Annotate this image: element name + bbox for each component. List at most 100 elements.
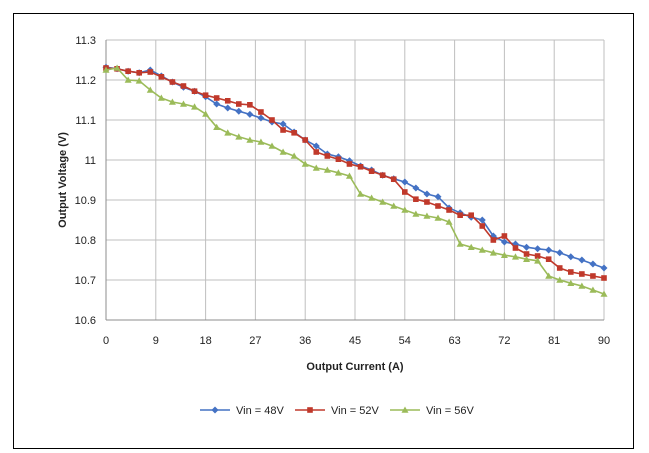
data-point xyxy=(246,110,254,118)
data-point xyxy=(601,275,607,281)
series-line xyxy=(105,67,605,279)
data-point xyxy=(390,176,397,182)
data-point xyxy=(478,246,486,253)
data-point xyxy=(235,107,243,115)
legend: Vin = 48V Vin = 52V Vin = 56V xyxy=(200,405,474,417)
data-point xyxy=(412,184,420,192)
data-point xyxy=(545,272,553,279)
data-point xyxy=(468,212,474,218)
data-point xyxy=(523,255,531,262)
data-point xyxy=(568,269,574,275)
data-point xyxy=(456,240,464,247)
series-2 xyxy=(102,64,608,297)
x-tick-label: 36 xyxy=(299,335,311,347)
data-point xyxy=(578,256,586,264)
x-axis-title: Output Current (A) xyxy=(306,361,403,373)
x-tick-label: 63 xyxy=(448,335,460,347)
data-point xyxy=(324,153,331,159)
legend-item: Vin = 52V xyxy=(295,405,379,417)
data-point xyxy=(424,199,430,205)
data-point xyxy=(479,223,486,229)
data-point xyxy=(323,166,331,173)
data-point xyxy=(301,160,309,167)
data-point xyxy=(102,66,110,73)
data-point xyxy=(345,172,353,179)
x-tick-label: 9 xyxy=(153,335,159,347)
data-point xyxy=(279,148,287,155)
data-point xyxy=(600,290,608,297)
x-tick-label: 90 xyxy=(598,335,610,347)
data-point xyxy=(169,79,176,85)
data-point xyxy=(191,103,199,110)
series-line xyxy=(105,67,605,295)
data-point xyxy=(257,138,265,145)
data-point xyxy=(600,264,608,272)
data-point xyxy=(268,142,276,149)
data-point xyxy=(511,253,519,260)
data-point xyxy=(512,245,519,251)
data-point xyxy=(113,64,121,71)
data-point xyxy=(412,210,420,217)
data-point xyxy=(435,203,441,209)
data-point xyxy=(545,256,552,262)
data-point xyxy=(125,68,131,74)
data-point xyxy=(334,169,342,176)
data-point xyxy=(357,164,364,170)
data-point xyxy=(501,233,508,239)
legend-label: Vin = 52V xyxy=(331,405,379,417)
data-point xyxy=(590,273,596,279)
data-point xyxy=(224,98,231,104)
x-tick-label: 54 xyxy=(399,335,411,347)
data-point xyxy=(291,130,297,136)
data-point xyxy=(213,100,221,108)
data-point xyxy=(534,245,542,253)
data-point xyxy=(135,77,143,84)
data-point xyxy=(312,164,320,171)
x-tick-label: 45 xyxy=(349,335,361,347)
data-point xyxy=(302,137,308,143)
data-point xyxy=(556,265,563,271)
data-point xyxy=(335,156,342,162)
data-point xyxy=(258,109,264,115)
legend-label: Vin = 48V xyxy=(236,405,284,417)
data-point xyxy=(478,216,486,224)
data-point xyxy=(213,123,221,130)
data-point xyxy=(124,76,132,83)
data-point xyxy=(269,117,275,123)
data-point xyxy=(247,102,253,108)
y-tick-label: 11.1 xyxy=(75,115,96,127)
data-point xyxy=(224,104,232,112)
legend-item: Vin = 56V xyxy=(390,405,474,417)
data-point xyxy=(279,120,287,128)
data-point xyxy=(446,207,452,213)
data-point xyxy=(423,190,431,198)
series-1 xyxy=(103,65,607,281)
data-point xyxy=(489,249,497,256)
data-point xyxy=(180,83,187,89)
legend-label: Vin = 56V xyxy=(426,405,474,417)
data-point xyxy=(401,178,409,186)
y-tick-label: 11.3 xyxy=(75,35,96,47)
data-point xyxy=(567,253,575,261)
grid xyxy=(105,39,605,321)
data-point xyxy=(257,114,265,122)
data-point xyxy=(202,92,209,98)
data-point xyxy=(490,237,497,243)
y-tick-label: 11 xyxy=(85,155,96,167)
data-point xyxy=(556,249,564,257)
data-point xyxy=(379,172,386,178)
data-point xyxy=(390,202,398,209)
x-tick-label: 0 xyxy=(103,335,109,347)
data-point xyxy=(523,251,530,257)
legend-marker xyxy=(307,407,313,413)
data-point xyxy=(401,206,409,213)
data-point xyxy=(534,257,542,264)
y-tick-label: 10.7 xyxy=(75,275,96,287)
y-tick-label: 10.6 xyxy=(75,315,96,327)
data-point xyxy=(589,286,597,293)
data-point xyxy=(500,238,508,246)
data-point xyxy=(224,129,232,136)
data-point xyxy=(500,251,508,258)
y-tick-label: 10.8 xyxy=(75,235,96,247)
data-point xyxy=(290,152,298,159)
